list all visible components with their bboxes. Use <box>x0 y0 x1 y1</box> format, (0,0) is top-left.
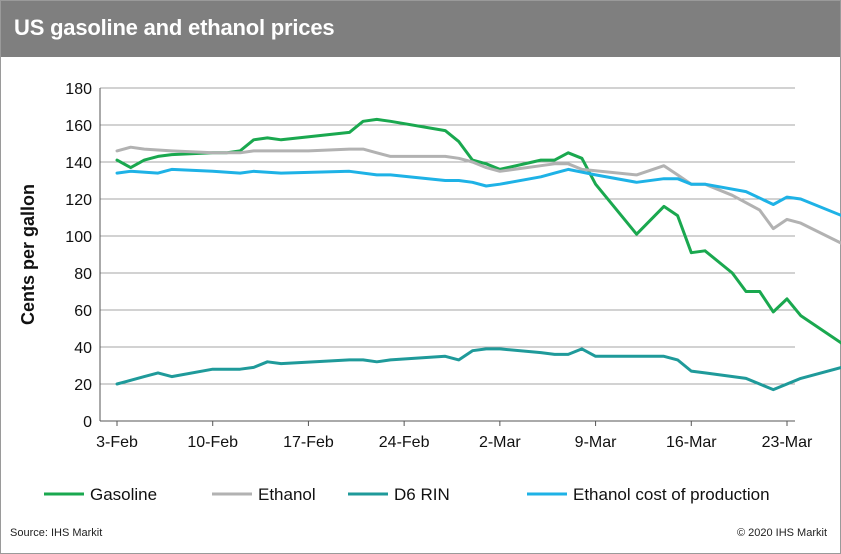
y-axis-label: Cents per gallon <box>18 184 38 325</box>
y-tick-label: 60 <box>74 303 92 320</box>
source-note: Source: IHS Markit <box>10 527 103 539</box>
y-tick-label: 120 <box>65 192 92 209</box>
x-tick-label: 10-Feb <box>187 434 238 451</box>
x-tick-label: 23-Mar <box>762 434 813 451</box>
series-line-ethanol-cost-of-production <box>115 167 841 217</box>
x-tick-label: 16-Mar <box>666 434 717 451</box>
series-line-d6-rin <box>115 347 841 392</box>
legend-label: Ethanol <box>258 485 316 504</box>
y-tick-label: 140 <box>65 155 92 172</box>
x-tick-label: 9-Mar <box>575 434 617 451</box>
legend-label: Gasoline <box>90 485 157 504</box>
y-tick-label: 40 <box>74 340 92 357</box>
y-tick-label: 0 <box>83 414 92 431</box>
legend-label: Ethanol cost of production <box>573 485 770 504</box>
series-line-ethanol <box>115 145 841 245</box>
x-tick-label: 3-Feb <box>96 434 138 451</box>
y-tick-label: 160 <box>65 118 92 135</box>
chart-title: US gasoline and ethanol prices <box>14 15 335 40</box>
y-tick-label: 20 <box>74 377 92 394</box>
x-tick-label: 17-Feb <box>283 434 334 451</box>
copyright-note: © 2020 IHS Markit <box>736 527 827 539</box>
y-tick-label: 80 <box>74 266 92 283</box>
y-tick-label: 180 <box>65 81 92 98</box>
y-tick-label: 100 <box>65 229 92 246</box>
title-bar: US gasoline and ethanol prices <box>1 1 840 57</box>
x-tick-label: 2-Mar <box>479 434 521 451</box>
x-tick-label: 24-Feb <box>379 434 430 451</box>
legend-label: D6 RIN <box>394 485 450 504</box>
